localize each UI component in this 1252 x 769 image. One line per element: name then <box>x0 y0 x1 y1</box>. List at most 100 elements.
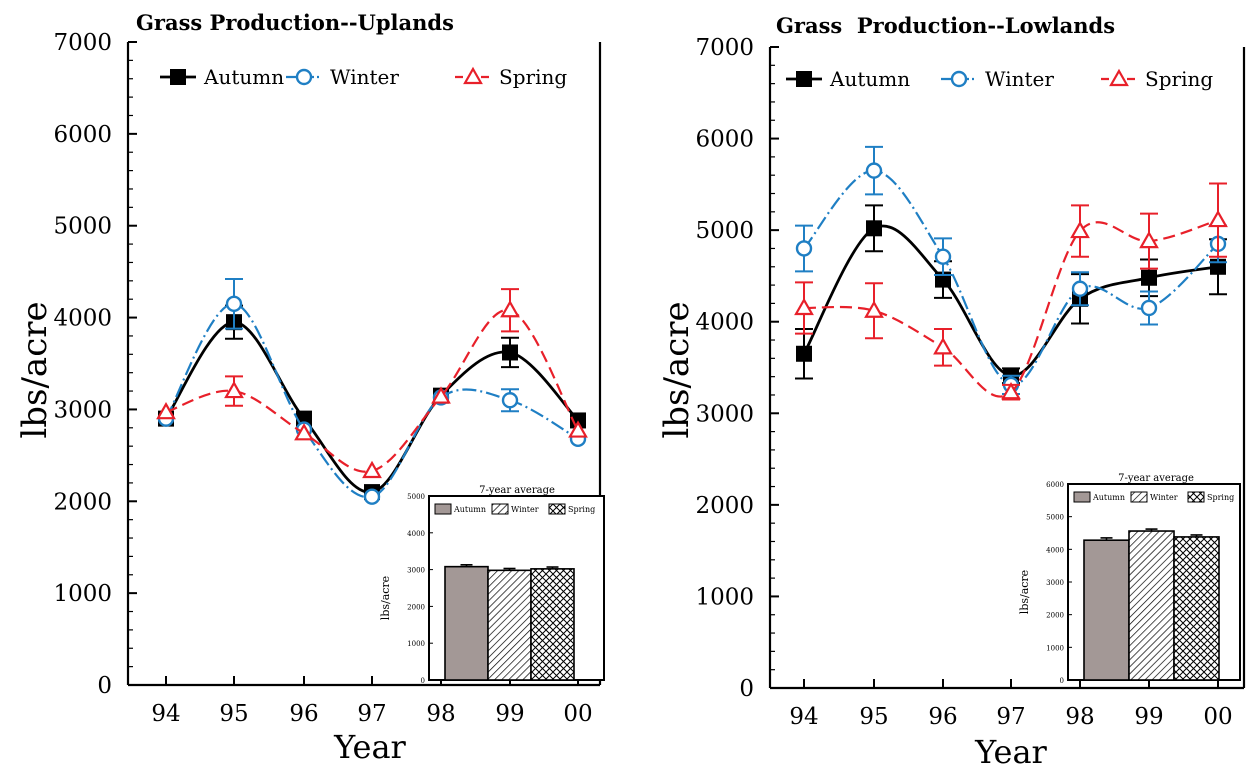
x-axis-label: Year <box>974 733 1047 769</box>
x-tick-label: 94 <box>789 704 818 730</box>
data-point <box>294 423 314 441</box>
data-point <box>1141 269 1157 286</box>
inset-y-tick-label: 6000 <box>1046 481 1064 489</box>
data-point <box>362 460 382 479</box>
x-tick-label: 99 <box>1134 704 1163 730</box>
inset-y-label: lbs/acre <box>1018 570 1031 614</box>
y-axis-label: lbs/acre <box>657 301 697 438</box>
x-axis-label: Year <box>333 728 406 766</box>
inset-legend-swatch <box>491 503 509 515</box>
x-tick-label: 00 <box>1203 704 1232 730</box>
data-point <box>431 386 451 404</box>
y-tick-label: 0 <box>739 676 754 702</box>
inset-title: 7-year average <box>1118 473 1194 484</box>
inset-y-tick-label: 0 <box>421 677 425 685</box>
inset-y-tick-label: 1000 <box>1046 644 1064 652</box>
y-tick-label: 1000 <box>695 584 754 610</box>
data-point <box>794 297 814 316</box>
inset-bar <box>1173 536 1220 681</box>
data-point <box>225 295 243 312</box>
inset-y-tick-label: 3000 <box>407 567 425 575</box>
data-point <box>1109 68 1129 87</box>
x-tick-label: 97 <box>996 704 1025 730</box>
inset-y-label: lbs/acre <box>379 576 392 620</box>
data-point <box>933 337 953 355</box>
y-tick-label: 4000 <box>695 310 754 336</box>
y-tick-label: 0 <box>97 673 112 699</box>
y-tick-label: 4000 <box>53 306 112 332</box>
data-point <box>950 70 968 88</box>
x-tick-label: 98 <box>426 701 455 727</box>
y-tick-label: 2000 <box>53 489 112 515</box>
inset-y-tick-label: 4000 <box>407 530 425 538</box>
y-axis-label: lbs/acre <box>15 301 55 438</box>
inset-y-tick-label: 5000 <box>1046 514 1064 522</box>
data-point <box>1208 209 1228 228</box>
chart-lowlands: Grass Production--Lowlands lbs/acre Year… <box>657 13 1246 769</box>
data-point <box>1070 220 1090 239</box>
x-tick-label: 95 <box>219 701 248 727</box>
series-winter <box>795 145 1227 396</box>
inset-y-tick-label: 2000 <box>407 603 425 611</box>
inset-legend-label: Autumn <box>453 505 486 514</box>
y-tick-label: 1000 <box>53 581 112 607</box>
inset-y-tick-label: 1000 <box>407 640 425 648</box>
x-tick-label: 96 <box>289 701 318 727</box>
series-spring <box>794 182 1228 401</box>
legend-label: Winter <box>330 65 399 89</box>
data-point <box>864 300 884 318</box>
x-tick-label: 00 <box>563 701 592 727</box>
legend: Autumn Winter Spring <box>786 67 1213 91</box>
series-line <box>165 309 579 473</box>
x-tick-label: 98 <box>1065 704 1094 730</box>
x-tick-label: 97 <box>357 701 386 727</box>
inset-bar <box>530 568 575 681</box>
inset-bar <box>1128 530 1175 681</box>
data-point <box>865 162 883 179</box>
data-point <box>501 392 519 409</box>
data-point <box>295 68 313 86</box>
y-tick-label: 6000 <box>53 122 112 148</box>
inset-legend-label: Winter <box>1150 493 1178 502</box>
data-point <box>170 69 186 85</box>
legend: Autumn Winter Spring <box>160 65 567 89</box>
data-point <box>500 300 520 318</box>
data-point <box>795 240 813 257</box>
data-point <box>1140 299 1158 317</box>
y-tick-label: 5000 <box>53 214 112 240</box>
inset-y-tick-label: 2000 <box>1046 612 1064 620</box>
data-point <box>1001 382 1021 400</box>
data-point <box>866 220 882 237</box>
y-tick-label: 6000 <box>695 127 754 153</box>
chart-title: Grass Production--Lowlands <box>776 13 1115 38</box>
y-tick-label: 7000 <box>53 30 112 56</box>
y-tick-label: 3000 <box>695 401 754 427</box>
series-spring <box>156 288 588 479</box>
data-point <box>463 66 483 85</box>
inset-legend-label: Spring <box>568 505 595 514</box>
series-autumn <box>795 204 1227 385</box>
data-point <box>1139 230 1159 249</box>
x-tick-label: 95 <box>859 704 888 730</box>
data-point <box>502 344 518 361</box>
y-tick-label: 2000 <box>695 493 754 519</box>
y-tick-label: 7000 <box>695 35 754 61</box>
inset-legend-swatch <box>1130 491 1148 503</box>
y-tick-label: 3000 <box>53 397 112 423</box>
inset-bar-chart: 7-year average lbs/acre 0 1000 2000 3000 4000 5… <box>379 485 605 685</box>
data-point <box>156 401 176 420</box>
inset-legend-swatch <box>548 503 566 515</box>
legend-label: Spring <box>1145 67 1213 91</box>
legend-label: Winter <box>985 67 1054 91</box>
inset-bar <box>487 569 532 681</box>
legend-label: Autumn <box>829 67 910 91</box>
inset-legend-label: Autumn <box>1092 493 1125 502</box>
series-line <box>802 224 1219 378</box>
inset-y-tick-label: 0 <box>1060 677 1064 685</box>
data-point <box>796 71 812 87</box>
legend-label: Autumn <box>203 65 284 89</box>
inset-y-tick-label: 4000 <box>1046 546 1064 554</box>
data-point <box>796 345 812 362</box>
x-tick-label: 96 <box>928 704 957 730</box>
